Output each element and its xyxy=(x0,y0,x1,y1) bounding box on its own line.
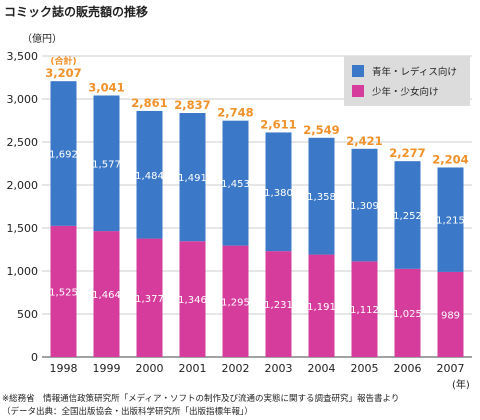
x-tick-label: 1999 xyxy=(93,362,121,375)
bar-youth-label: 1,295 xyxy=(221,297,250,308)
legend-label-youth: 少年・少女向け xyxy=(372,86,439,98)
x-tick-label: 2000 xyxy=(136,362,164,375)
bar-youth xyxy=(93,231,120,357)
x-tick-label: 1998 xyxy=(50,362,78,375)
y-tick-label: 1,500 xyxy=(7,222,39,235)
bar-youth-label: 1,464 xyxy=(92,290,121,301)
bar-youth xyxy=(50,225,77,357)
y-tick-label: 500 xyxy=(17,308,38,321)
y-tick-label: 0 xyxy=(31,351,38,364)
bar-youth-label: 1,112 xyxy=(350,305,379,316)
bar-adult xyxy=(222,120,249,246)
bar-adult xyxy=(351,148,378,262)
bar-youth xyxy=(222,245,249,357)
bar-total-label: 2,748 xyxy=(217,106,253,120)
bar-total-label: 2,861 xyxy=(131,96,167,110)
bar-youth xyxy=(437,271,464,357)
source-note: ※総務省 情報通信政策研究所「メディア・ソフトの制作及び流通の実態に関する調査研… xyxy=(2,394,400,404)
bar-adult-label: 1,484 xyxy=(135,171,164,182)
x-tick-label: 2001 xyxy=(179,362,207,375)
bar-youth-label: 1,377 xyxy=(135,294,164,305)
bar-adult xyxy=(394,161,421,269)
bar-adult-label: 1,380 xyxy=(264,188,293,199)
bar-adult xyxy=(179,113,206,242)
bar-youth-label: 1,025 xyxy=(393,309,422,320)
bar-youth-label: 1,191 xyxy=(307,302,336,313)
y-tick-label: 2,000 xyxy=(7,179,39,192)
bar-adult xyxy=(265,132,292,252)
bar-youth xyxy=(308,254,335,357)
y-tick-label: 3,500 xyxy=(7,50,39,63)
bar-adult xyxy=(93,95,120,232)
bar-youth-label: 1,231 xyxy=(264,300,293,311)
bar-youth xyxy=(351,261,378,357)
bar-adult-label: 1,491 xyxy=(178,173,207,184)
bar-total-label: 2,421 xyxy=(346,134,382,148)
bar-adult-label: 1,309 xyxy=(350,201,379,212)
bar-adult-label: 1,252 xyxy=(393,211,422,222)
x-tick-label: 2006 xyxy=(394,362,422,375)
bar-total-label: 3,207 xyxy=(45,66,81,80)
legend-label-adult: 青年・レディス向け xyxy=(372,66,457,78)
legend-box xyxy=(344,56,470,106)
x-tick-label: 2007 xyxy=(437,362,465,375)
bar-total-label: 3,041 xyxy=(88,80,124,94)
bar-adult xyxy=(50,81,77,226)
bar-adult-label: 1,577 xyxy=(92,159,121,170)
x-axis-unit: (年) xyxy=(452,380,470,391)
bar-adult xyxy=(136,110,163,239)
data-source-note: （データ出典：全国出版協会・出版科学研究所「出版指標年報」） xyxy=(2,407,253,417)
bar-youth-label: 989 xyxy=(441,310,460,321)
bar-youth xyxy=(265,251,292,357)
legend-swatch-youth xyxy=(352,85,364,97)
y-tick-label: 2,500 xyxy=(7,136,39,149)
bar-youth xyxy=(394,268,421,357)
bar-total-label: 2,549 xyxy=(303,123,339,137)
bar-youth-label: 1,346 xyxy=(178,295,207,306)
bar-adult-label: 1,692 xyxy=(49,150,78,161)
bar-total-label: 2,611 xyxy=(260,117,296,131)
chart-title: コミック誌の販売額の推移 xyxy=(4,5,149,19)
y-tick-label: 3,000 xyxy=(7,93,39,106)
x-tick-label: 2003 xyxy=(265,362,293,375)
bar-youth-label: 1,525 xyxy=(49,287,78,298)
bar-adult xyxy=(437,167,464,272)
bar-adult-label: 1,358 xyxy=(307,192,336,203)
total-badge: (合計) xyxy=(50,55,76,67)
stacked-bar-chart: 0 500 1,000 1,500 2,000 2,500 3,000 3,500 1,525 1… xyxy=(7,50,472,375)
bar-adult-label: 1,215 xyxy=(436,216,465,227)
bar-adult xyxy=(308,137,335,255)
bar-total-label: 2,277 xyxy=(389,146,425,160)
bar-total-label: 2,837 xyxy=(174,98,210,112)
bar-total-label: 2,204 xyxy=(432,152,468,166)
y-axis-unit: （億円） xyxy=(22,34,62,45)
x-tick-label: 2004 xyxy=(308,362,336,375)
x-tick-label: 2005 xyxy=(351,362,379,375)
y-tick-label: 1,000 xyxy=(7,265,39,278)
bar-youth xyxy=(179,241,206,357)
legend-swatch-adult xyxy=(352,65,364,77)
bar-adult-label: 1,453 xyxy=(221,179,250,190)
bar-youth xyxy=(136,238,163,357)
x-tick-label: 2002 xyxy=(222,362,250,375)
